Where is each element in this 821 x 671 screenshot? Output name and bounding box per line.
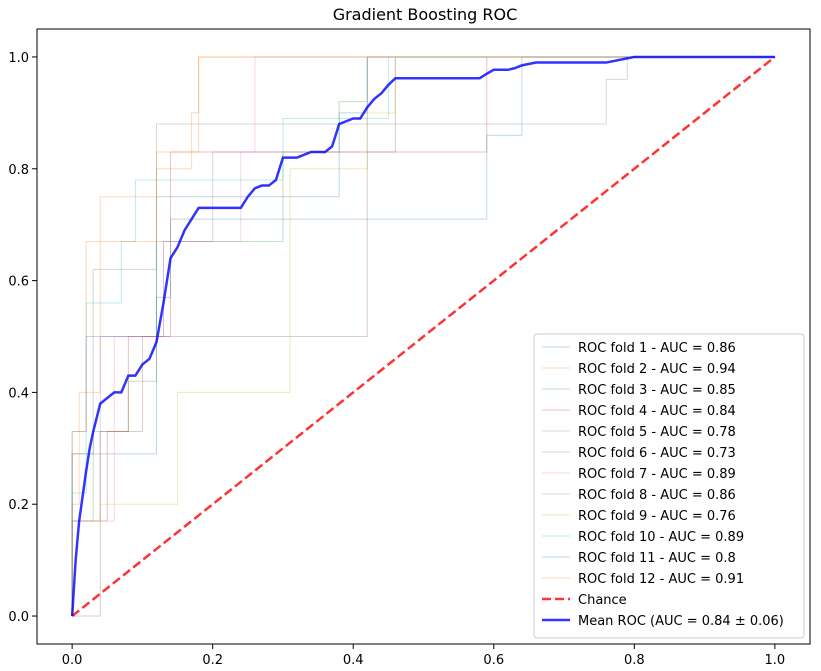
series-line-6 (72, 56, 775, 617)
axes: 0.0 0.2 0.4 0.6 0.8 1.0 0.0 0.2 0.4 0.6 0.8 1.0 (8, 28, 811, 668)
legend-label: ROC fold 1 - AUC = 0.86 (578, 341, 736, 356)
legend-box (533, 333, 805, 639)
x-tick-label: 0.0 (62, 653, 83, 668)
series-line-2 (71, 56, 775, 617)
series-line-3 (71, 56, 775, 617)
legend-label: ROC fold 4 - AUC = 0.84 (578, 404, 736, 419)
y-tick-label: 0.6 (8, 275, 29, 290)
legend-label: ROC fold 9 - AUC = 0.76 (578, 509, 736, 524)
legend-label: Chance (578, 593, 627, 608)
legend-label: ROC fold 12 - AUC = 0.91 (578, 572, 744, 587)
axes-frame (36, 28, 811, 645)
series-line-12 (71, 56, 775, 617)
legend-label: ROC fold 10 - AUC = 0.89 (578, 530, 744, 545)
legend-label: ROC fold 8 - AUC = 0.86 (578, 488, 736, 503)
series-line-5 (71, 56, 775, 617)
legend-label: ROC fold 7 - AUC = 0.89 (578, 467, 736, 482)
series-line-4 (71, 56, 775, 617)
x-tick-label: 0.8 (624, 653, 645, 668)
series-line-14 (70, 55, 775, 617)
y-tick-label: 1.0 (8, 51, 29, 66)
legend-label: ROC fold 11 - AUC = 0.8 (578, 551, 736, 566)
chart-title: Gradient Boosting ROC (333, 5, 518, 24)
y-tick-label: 0.0 (8, 610, 29, 625)
x-tick-label: 0.2 (202, 653, 223, 668)
series-line-13 (71, 55, 776, 618)
series-line-11 (71, 56, 775, 617)
legend-label: ROC fold 6 - AUC = 0.73 (578, 446, 736, 461)
legend-label: ROC fold 5 - AUC = 0.78 (578, 425, 736, 440)
series-group (70, 55, 776, 618)
x-tick-label: 0.4 (343, 653, 364, 668)
plot-area (70, 55, 776, 618)
series-line-10 (71, 56, 775, 617)
x-tick-label: 0.6 (483, 653, 504, 668)
y-tick-label: 0.4 (8, 386, 29, 401)
y-tick-label: 0.8 (8, 163, 29, 178)
series-line-9 (71, 56, 775, 617)
x-tick-label: 1.0 (765, 653, 786, 668)
legend: ROC fold 1 - AUC = 0.86 ROC fold 2 - AUC … (533, 333, 805, 639)
legend-label: ROC fold 3 - AUC = 0.85 (578, 383, 736, 398)
y-tick-label: 0.2 (8, 498, 29, 513)
series-line-7 (71, 56, 775, 617)
legend-label: Mean ROC (AUC = 0.84 ± 0.06) (578, 614, 784, 629)
legend-label: ROC fold 2 - AUC = 0.94 (578, 362, 736, 377)
